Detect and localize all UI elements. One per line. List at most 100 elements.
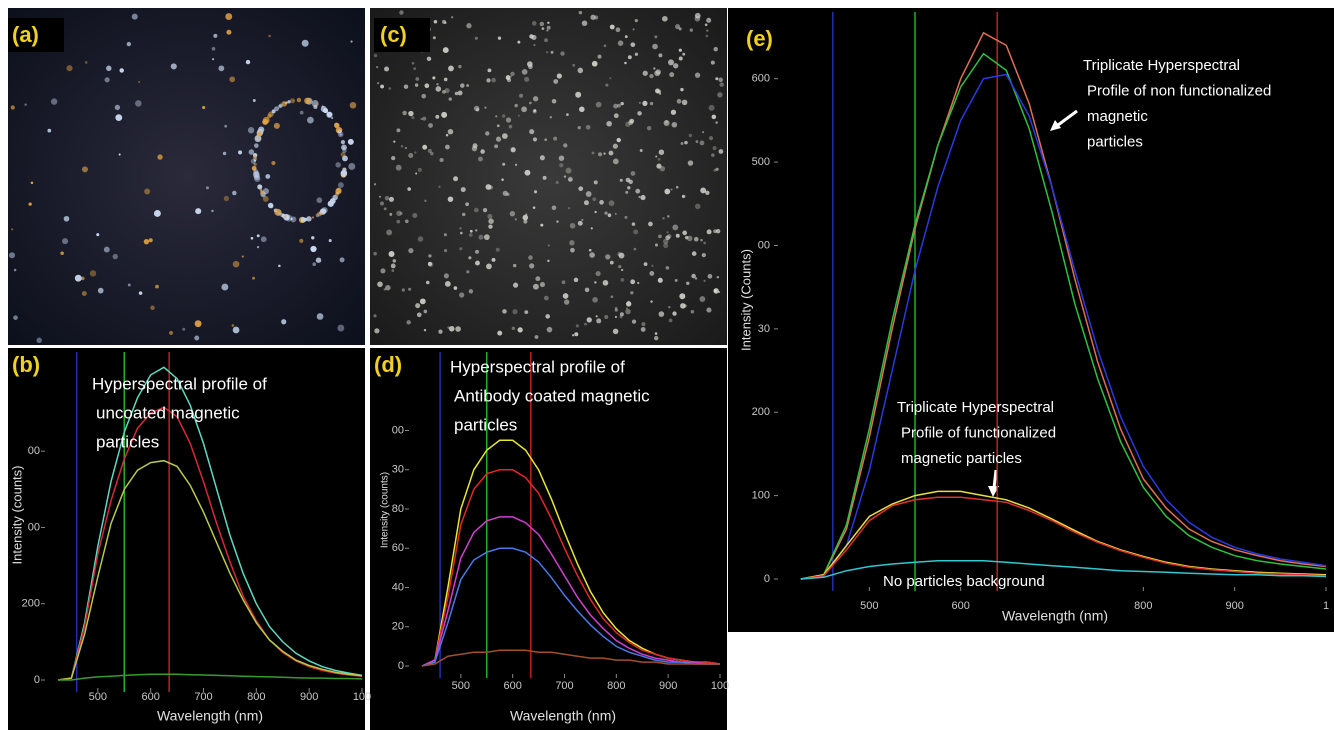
speckle xyxy=(501,114,506,118)
speckle xyxy=(232,260,240,268)
speckle xyxy=(595,315,598,318)
speckle xyxy=(459,292,465,298)
speckle xyxy=(404,146,408,150)
speckle xyxy=(624,35,628,39)
speckle xyxy=(690,310,695,314)
speckle xyxy=(373,314,377,318)
speckle xyxy=(460,231,463,235)
speckle xyxy=(686,235,693,242)
speckle xyxy=(265,174,271,179)
speckle xyxy=(486,263,492,270)
speckle xyxy=(532,137,538,142)
speckle xyxy=(347,138,354,145)
speckle xyxy=(506,192,510,197)
speckle xyxy=(427,261,433,267)
speckle xyxy=(259,130,262,133)
speckle xyxy=(575,324,580,328)
x-tick-label: 1 xyxy=(1323,600,1329,612)
y-tick-label: 00 xyxy=(392,424,404,436)
speckle xyxy=(211,58,215,61)
y-tick-label: 30 xyxy=(392,464,404,476)
speckle xyxy=(702,131,705,134)
speckle xyxy=(655,155,658,158)
speckle xyxy=(560,51,565,56)
speckle xyxy=(595,270,601,277)
speckle xyxy=(688,133,693,138)
speckle xyxy=(674,279,678,282)
speckle xyxy=(630,279,636,285)
speckle xyxy=(546,326,553,333)
speckle xyxy=(296,97,302,103)
speckle xyxy=(670,188,673,191)
speckle xyxy=(451,16,454,19)
speckle xyxy=(170,63,177,70)
speckle xyxy=(700,187,707,194)
speckle xyxy=(373,183,377,186)
speckle xyxy=(572,63,576,67)
speckle xyxy=(539,21,545,27)
speckle xyxy=(348,162,356,170)
y-axis-label: Intensity (counts) xyxy=(9,466,24,565)
speckle xyxy=(585,191,592,197)
x-tick-label: 500 xyxy=(860,600,878,612)
speckle xyxy=(118,153,121,156)
speckle xyxy=(106,65,112,72)
speckle xyxy=(680,141,684,145)
speckle xyxy=(653,335,659,341)
speckle xyxy=(495,115,498,118)
arrowhead xyxy=(988,486,999,497)
speckle xyxy=(312,262,316,266)
speckle xyxy=(448,325,455,332)
speckle xyxy=(253,154,257,159)
speckle xyxy=(553,79,559,84)
speckle xyxy=(594,210,597,214)
x-tick-label: 600 xyxy=(503,680,521,692)
speckle xyxy=(383,207,387,211)
speckle xyxy=(596,318,602,324)
speckle xyxy=(334,191,340,197)
speckle xyxy=(232,190,237,196)
speckle xyxy=(649,101,654,106)
speckle xyxy=(211,46,216,51)
speckle xyxy=(655,243,658,247)
speckle xyxy=(422,144,428,150)
speckle xyxy=(388,196,395,202)
speckle xyxy=(584,322,587,326)
speckle xyxy=(625,177,631,183)
speckle xyxy=(153,210,161,217)
speckle xyxy=(460,187,466,193)
speckle xyxy=(629,118,635,124)
speckle xyxy=(386,229,393,236)
speckle xyxy=(462,212,466,217)
speckle xyxy=(604,211,608,215)
speckle xyxy=(684,235,689,240)
speckle xyxy=(609,260,614,265)
speckle xyxy=(612,328,619,335)
speckle xyxy=(501,178,504,181)
speckle xyxy=(562,293,569,299)
speckle xyxy=(428,123,433,128)
speckle xyxy=(316,313,324,320)
speckle xyxy=(454,91,459,96)
speckle xyxy=(633,229,639,235)
speckle xyxy=(630,42,636,48)
speckle xyxy=(529,263,535,269)
speckle xyxy=(426,56,432,62)
speckle xyxy=(706,307,712,313)
speckle xyxy=(103,246,110,253)
annotation: Triplicate Hyperspectral xyxy=(897,399,1054,416)
speckle xyxy=(654,35,658,39)
speckle xyxy=(577,126,581,130)
speckle xyxy=(589,252,595,258)
speckle xyxy=(391,156,396,161)
speckle xyxy=(532,206,536,209)
speckle xyxy=(668,305,671,309)
speckle xyxy=(430,151,434,156)
speckle xyxy=(695,140,699,144)
speckle xyxy=(604,315,609,320)
speckle xyxy=(579,106,585,113)
speckle xyxy=(169,330,173,335)
speckle xyxy=(524,169,531,176)
speckle xyxy=(605,254,611,260)
speckle xyxy=(529,129,535,135)
